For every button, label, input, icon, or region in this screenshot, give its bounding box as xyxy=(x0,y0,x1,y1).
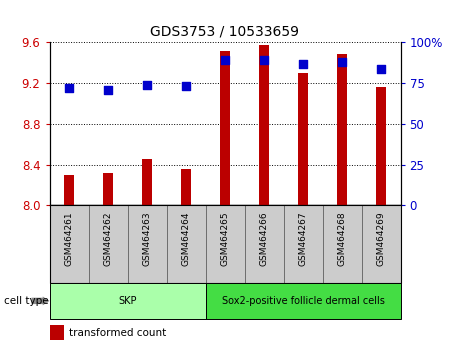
Text: GSM464269: GSM464269 xyxy=(377,212,386,266)
Point xyxy=(221,58,229,63)
Bar xyxy=(337,54,347,205)
Bar xyxy=(244,205,284,283)
Bar xyxy=(166,205,206,283)
Bar xyxy=(50,325,63,339)
Bar xyxy=(64,175,74,205)
Bar xyxy=(220,51,230,205)
Title: GDS3753 / 10533659: GDS3753 / 10533659 xyxy=(150,24,300,39)
Text: GSM464264: GSM464264 xyxy=(181,212,190,266)
Point xyxy=(299,61,306,67)
Point xyxy=(261,58,268,63)
Bar xyxy=(376,87,386,205)
Bar xyxy=(361,205,400,283)
Text: SKP: SKP xyxy=(118,296,137,306)
Text: GSM464266: GSM464266 xyxy=(260,212,269,266)
Point xyxy=(104,87,112,92)
Point xyxy=(182,84,189,89)
Bar xyxy=(206,205,244,283)
Text: GSM464265: GSM464265 xyxy=(220,212,230,266)
Bar xyxy=(103,173,113,205)
Bar xyxy=(284,205,323,283)
Text: GSM464262: GSM464262 xyxy=(104,212,112,266)
Bar xyxy=(50,283,206,319)
Bar xyxy=(259,45,269,205)
Bar xyxy=(142,159,152,205)
Bar xyxy=(50,205,89,283)
Bar xyxy=(89,205,127,283)
Text: transformed count: transformed count xyxy=(69,328,166,338)
Text: cell type: cell type xyxy=(4,296,49,306)
Bar xyxy=(127,205,166,283)
Point xyxy=(65,85,72,91)
Text: GSM464263: GSM464263 xyxy=(143,212,152,266)
Bar xyxy=(298,73,308,205)
Bar xyxy=(181,169,191,205)
Point xyxy=(378,66,385,72)
Point xyxy=(338,59,346,65)
Text: GSM464261: GSM464261 xyxy=(64,212,73,266)
Bar xyxy=(206,283,400,319)
Text: GSM464267: GSM464267 xyxy=(298,212,307,266)
Text: GSM464268: GSM464268 xyxy=(338,212,346,266)
Point xyxy=(144,82,151,88)
Bar xyxy=(323,205,361,283)
Text: Sox2-positive follicle dermal cells: Sox2-positive follicle dermal cells xyxy=(221,296,384,306)
